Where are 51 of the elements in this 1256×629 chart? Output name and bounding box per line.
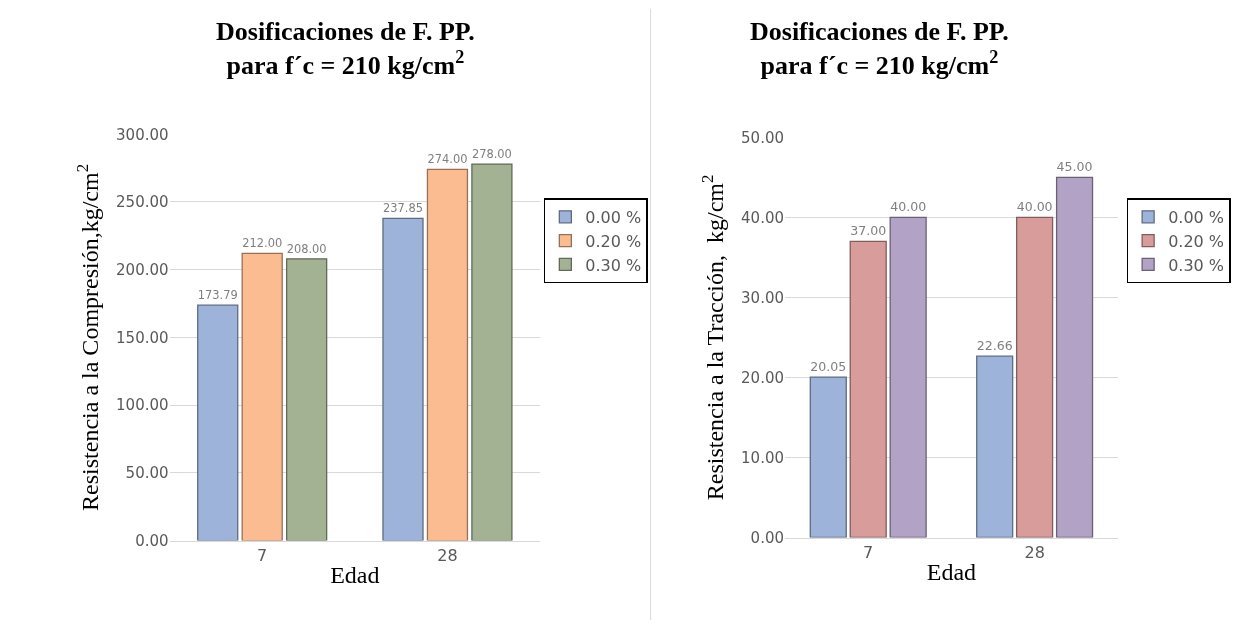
data-label: 237.85 (383, 201, 423, 216)
data-label: 208.00 (286, 241, 327, 256)
data-label: 278.00 (471, 147, 512, 162)
y-tick-label: 0.00 (135, 531, 169, 550)
y-tick-label: 250.00 (116, 193, 169, 212)
bar (976, 355, 1014, 538)
x-tick-label: 7 (257, 545, 268, 565)
legend-label: 0.20 % (1168, 231, 1225, 251)
x-axis-title: Edad (926, 559, 977, 586)
y-tick-label: 100.00 (116, 396, 169, 415)
bar (285, 258, 328, 541)
bar (197, 304, 239, 541)
data-label: 40.00 (890, 199, 927, 214)
legend-label: 0.00 % (585, 208, 642, 228)
data-label: 37.00 (850, 223, 887, 239)
y-tick-label: 40.00 (741, 208, 784, 227)
bar (889, 216, 927, 538)
data-label: 20.05 (810, 358, 847, 374)
y-tick-label: 50.00 (125, 464, 169, 483)
x-tick-label: 7 (863, 542, 874, 562)
legend-label: 0.00 % (1168, 208, 1225, 228)
y-tick-label: 300.00 (116, 125, 169, 144)
bar (471, 163, 513, 541)
legend-label: 0.20 % (585, 231, 642, 251)
bar (809, 376, 847, 538)
y-tick-label: 10.00 (741, 448, 784, 467)
bar (382, 217, 424, 541)
data-label: 274.00 (427, 152, 468, 167)
x-tick-label: 28 (1024, 542, 1045, 562)
y-tick-label: 150.00 (116, 328, 169, 347)
y-tick-label: 0.00 (750, 528, 784, 547)
data-label: 45.00 (1056, 158, 1093, 174)
bar (1016, 216, 1054, 538)
y-tick-label: 30.00 (741, 288, 784, 307)
chart-title: Dosificaciones de F. PP. para f´c = 210 kg/cm$^{2}$ (750, 17, 1009, 80)
data-label: 40.00 (1016, 199, 1053, 214)
chart-title: Dosificaciones de F. PP. para f´c = 210 kg/cm$^{2}$ (216, 17, 475, 80)
bar (849, 240, 887, 538)
x-tick-label: 28 (437, 545, 458, 565)
y-tick-label: 200.00 (116, 260, 169, 279)
bar (426, 168, 469, 541)
data-label: 212.00 (242, 236, 283, 251)
data-label: 173.79 (197, 288, 238, 303)
y-tick-label: 50.00 (741, 128, 784, 147)
legend-label: 0.30 % (585, 255, 642, 275)
y-tick-label: 20.00 (741, 368, 784, 387)
bar (241, 252, 283, 541)
x-axis-title: Edad (330, 562, 380, 589)
bar (1055, 176, 1094, 538)
data-label: 22.66 (976, 337, 1013, 353)
legend-label: 0.30 % (1168, 255, 1225, 275)
